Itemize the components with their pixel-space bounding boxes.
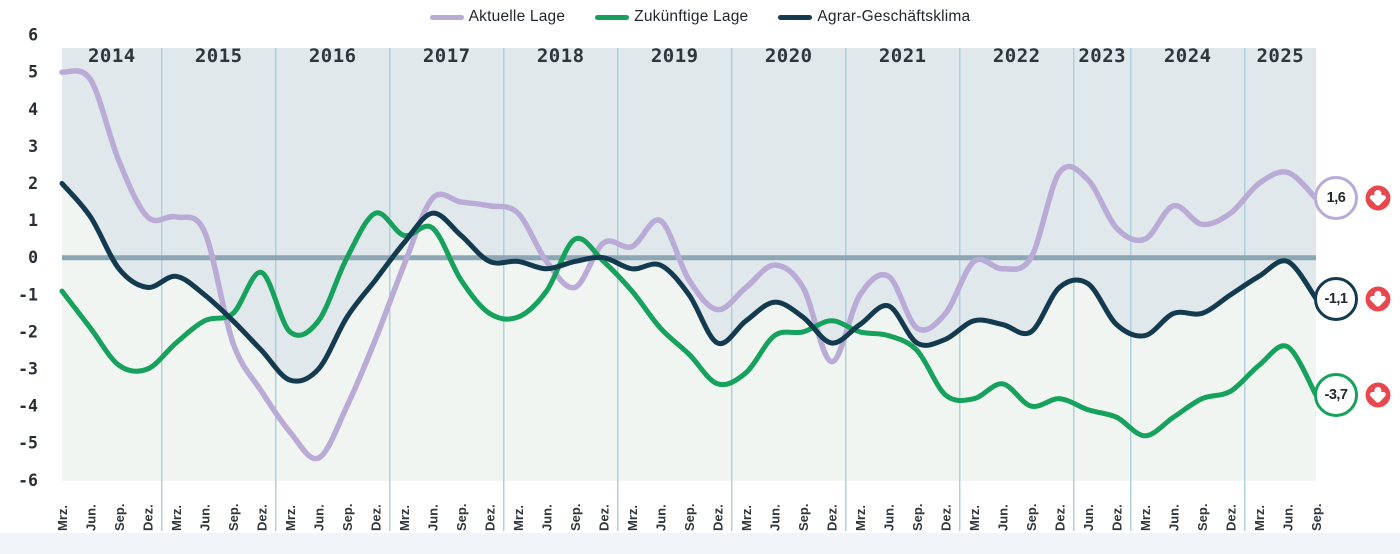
x-tick-label: Sep. — [226, 504, 241, 531]
year-label: 2022 — [993, 45, 1041, 67]
year-label: 2024 — [1164, 45, 1212, 67]
x-tick-label: Mrz. — [739, 505, 754, 531]
x-tick-label: Sep. — [568, 504, 583, 531]
x-tick-label: Sep. — [454, 504, 469, 531]
year-label: 2016 — [309, 45, 357, 67]
x-tick-label: Dez. — [140, 504, 155, 531]
chart-legend: Aktuelle Lage Zukünftige Lage Agrar-Gesc… — [0, 4, 1400, 30]
x-tick-label: Dez. — [254, 504, 269, 531]
y-tick-label: -5 — [18, 434, 38, 453]
year-label: 2023 — [1078, 45, 1126, 67]
x-tick-label: Jun. — [311, 504, 326, 531]
x-tick-label: Jun. — [881, 504, 896, 531]
series-line-zukuenftige-lage — [59, 210, 1319, 439]
badge-agrar-geschaeftsklima: -1,1 — [1314, 276, 1391, 321]
legend-item-zukuenftige-lage: Zukünftige Lage — [595, 8, 748, 26]
x-tick-label: Mrz. — [625, 505, 640, 531]
legend-item-aktuelle-lage: Aktuelle Lage — [429, 8, 566, 26]
year-label: 2019 — [651, 45, 699, 67]
x-tick-label: Mrz. — [511, 505, 526, 531]
x-tick-label: Sep. — [1195, 504, 1210, 531]
x-tick-label: Mrz. — [169, 505, 184, 531]
y-tick-label: -6 — [18, 471, 38, 490]
y-tick-label: 4 — [28, 100, 38, 119]
year-label: 2025 — [1256, 45, 1304, 67]
y-tick-label: -3 — [18, 360, 38, 379]
bottom-strip — [0, 533, 1400, 554]
trend-down-icon — [1365, 185, 1391, 211]
x-tick-label: Dez. — [368, 504, 383, 531]
area-below-climate — [62, 183, 1316, 481]
x-tick-label: Jun. — [767, 504, 782, 531]
y-tick-label: 6 — [28, 26, 38, 45]
badge-value-zukuenftige-lage: -3,7 — [1314, 372, 1358, 417]
x-tick-label: Sep. — [910, 504, 925, 531]
x-tick-label: Sep. — [1024, 504, 1039, 531]
x-tick-label: Jun. — [653, 504, 668, 531]
x-tick-label: Dez. — [596, 504, 611, 531]
year-label: 2020 — [765, 45, 813, 67]
x-tick-label: Sep. — [1309, 504, 1324, 531]
x-tick-label: Dez. — [1052, 504, 1067, 531]
y-tick-label: 5 — [28, 63, 38, 82]
x-tick-label: Dez. — [482, 504, 497, 531]
x-tick-label: Mrz. — [967, 505, 982, 531]
x-tick-label: Dez. — [1223, 504, 1238, 531]
y-tick-label: -4 — [18, 397, 38, 416]
x-tick-label: Dez. — [824, 504, 839, 531]
x-tick-label: Sep. — [682, 504, 697, 531]
x-tick-label: Mrz. — [1252, 505, 1267, 531]
x-tick-label: Jun. — [83, 504, 98, 531]
x-tick-label: Jun. — [1166, 504, 1181, 531]
area-above-climate — [62, 48, 1316, 382]
x-tick-label: Jun. — [539, 504, 554, 531]
trend-down-icon — [1365, 382, 1391, 408]
x-tick-label: Sep. — [796, 504, 811, 531]
trend-down-icon — [1365, 286, 1391, 311]
x-tick-label: Mrz. — [1138, 505, 1153, 531]
legend-swatch-agrar-geschaeftsklima — [778, 14, 813, 20]
legend-item-agrar-geschaeftsklima: Agrar-Geschäftsklima — [778, 8, 970, 26]
x-tick-label: Sep. — [112, 504, 127, 531]
x-tick-label: Jun. — [197, 504, 212, 531]
x-tick-label: Dez. — [1109, 504, 1124, 531]
y-tick-label: 0 — [28, 248, 38, 267]
badge-aktuelle-lage: 1,6 — [1314, 176, 1391, 221]
x-tick-label: Jun. — [995, 504, 1010, 531]
x-tick-label: Dez. — [938, 504, 953, 531]
year-label: 2015 — [195, 45, 243, 67]
x-tick-label: Mrz. — [397, 505, 412, 531]
year-label: 2014 — [88, 45, 136, 67]
x-tick-label: Mrz. — [55, 505, 70, 531]
y-tick-label: 3 — [28, 137, 38, 156]
legend-label-aktuelle-lage: Aktuelle Lage — [468, 8, 566, 25]
year-label: 2017 — [423, 45, 471, 67]
y-tick-label: -1 — [18, 285, 38, 304]
legend-swatch-aktuelle-lage — [429, 14, 464, 20]
legend-swatch-zukuenftige-lage — [595, 14, 630, 20]
badge-zukuenftige-lage: -3,7 — [1314, 372, 1391, 417]
y-tick-label: 1 — [28, 211, 38, 230]
x-tick-label: Jun. — [425, 504, 440, 531]
series-line-aktuelle-lage — [59, 68, 1319, 462]
legend-label-agrar-geschaeftsklima: Agrar-Geschäftsklima — [817, 8, 971, 25]
series-line-agrar-geschaeftsklima — [59, 181, 1319, 384]
x-tick-label: Jun. — [1081, 504, 1096, 531]
y-tick-label: 2 — [28, 174, 38, 193]
x-tick-label: Mrz. — [853, 505, 868, 531]
badge-value-agrar-geschaeftsklima: -1,1 — [1314, 276, 1358, 321]
year-label: 2021 — [879, 45, 927, 67]
x-tick-label: Sep. — [340, 504, 355, 531]
x-tick-label: Jun. — [1280, 504, 1295, 531]
legend-label-zukuenftige-lage: Zukünftige Lage — [634, 8, 749, 25]
x-tick-label: Mrz. — [283, 505, 298, 531]
y-tick-label: -2 — [18, 322, 38, 341]
badge-value-aktuelle-lage: 1,6 — [1314, 176, 1358, 221]
x-tick-label: Dez. — [710, 504, 725, 531]
year-label: 2018 — [537, 45, 585, 67]
